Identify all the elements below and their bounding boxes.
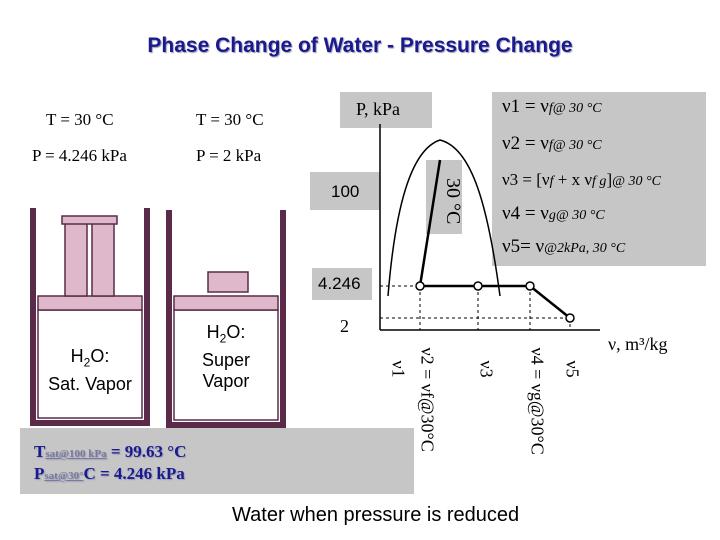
state-point-4 [525,281,535,291]
bottom-caption: Water when pressure is reduced [232,504,520,526]
equation-v1: ν1 = νf@ 30 °C [502,96,602,117]
equation-v2: ν2 = νf@ 30 °C [502,133,602,154]
pressure-100-box [310,172,380,210]
state1-temperature: T = 30 °C [46,110,114,129]
state-point-3 [473,281,483,291]
equation-v3: ν3 = [νf + x νf g]@ 30 °C [502,170,661,189]
state1-pressure: P = 4.246 kPa [32,146,127,165]
pressure-axis-label: P, kPa [356,99,401,119]
left-piston-cylinder [30,208,150,426]
equations-box [492,92,706,266]
equation-v5: ν5= ν@2kPa, 30 °C [502,236,626,257]
isotherm-label-box [426,160,462,234]
right-piston-cylinder [166,210,286,428]
equation-v4: ν4 = νg@ 30 °C [502,203,605,224]
volume-axis-label: ν, m³/kg [608,334,668,354]
state2-temperature: T = 30 °C [196,110,264,129]
pressure-axis-box [340,92,432,128]
tsat-line: Tsat@100 kPa = 99.63 °C [34,442,187,461]
pressure-tick-4246: 4.246 [318,274,361,293]
right-piston-content: H2O: Super Vapor [201,322,251,391]
isotherm-line [418,159,442,287]
left-piston-content: H2O: Sat. Vapor [48,346,132,394]
superheated-line [529,285,571,319]
pressure-4246-box [312,268,372,300]
saturation-box [20,428,414,494]
page-title: Phase Change of Water - Pressure Change [147,34,573,57]
vapor-dome [387,139,501,297]
pressure-tick-100: 100 [331,182,360,201]
state-point-5 [565,313,575,323]
pressure-tick-2: 2 [340,316,349,336]
psat-line: Psat@30°C = 4.246 kPa [34,464,185,483]
state2-pressure: P = 2 kPa [196,146,262,165]
state-point-2 [415,281,425,291]
